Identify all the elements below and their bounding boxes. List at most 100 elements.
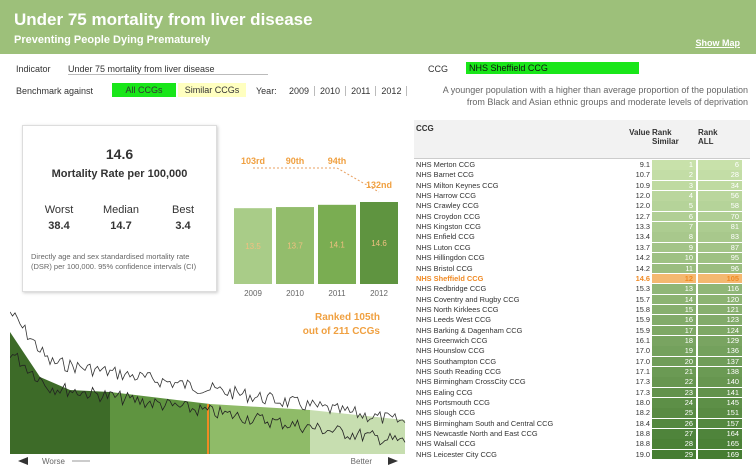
- table-row: NHS Luton CCG 13.7 9 87: [414, 242, 750, 253]
- table-cell-number: 164: [698, 429, 742, 439]
- table-cell-name: NHS Enfield CCG: [416, 232, 475, 242]
- table-cell-name: NHS Kingston CCG: [416, 222, 481, 232]
- rank-label: 103rd: [241, 156, 265, 166]
- table-row: NHS Croydon CCG 12.7 6 70: [414, 211, 750, 222]
- year-option[interactable]: 2009: [284, 86, 316, 96]
- table-cell-number: 28: [698, 170, 742, 180]
- bar: [318, 204, 356, 284]
- better-label: Better: [351, 457, 373, 466]
- year-option[interactable]: 2012: [376, 86, 408, 96]
- table-cell-number: 15.3: [635, 284, 650, 294]
- benchmark-option[interactable]: All CCGs: [112, 83, 176, 97]
- table-cell-number: 129: [698, 335, 742, 346]
- table-cell-name: NHS Ealing CCG: [416, 387, 473, 397]
- table-row: NHS South Reading CCG 17.1 21 138: [414, 367, 750, 377]
- table-cell-number: 17.1: [635, 367, 650, 376]
- table-cell-number: 7: [652, 222, 696, 232]
- noise-line: [10, 311, 406, 424]
- stat-label: Best: [171, 204, 194, 216]
- table-cell-number: 141: [698, 387, 742, 398]
- table-row: NHS Southampton CCG 17.0 20 137: [414, 356, 750, 367]
- column-header[interactable]: Rank ALL: [698, 128, 718, 146]
- table-cell-number: 15.7: [635, 294, 650, 304]
- table-cell-name: NHS Birmingham South and Central CCG: [416, 418, 554, 428]
- table-cell-number: 19.0: [635, 449, 650, 459]
- table-cell-number: 140: [698, 377, 742, 387]
- column-header[interactable]: CCG: [416, 124, 434, 133]
- table-cell-number: 11: [652, 263, 696, 274]
- table-cell-number: 12.0: [635, 191, 650, 201]
- table-row: NHS Hillingdon CCG 14.2 10 95: [414, 253, 750, 263]
- indicator-select[interactable]: Under 75 mortality from liver disease: [68, 64, 268, 75]
- table-cell-number: 10.9: [635, 180, 650, 190]
- table-cell-name: NHS Sheffield CCG: [416, 273, 484, 283]
- table-cell-number: 17.3: [635, 387, 650, 397]
- year-label: 2009: [244, 289, 262, 298]
- benchmark-label: Benchmark against: [16, 86, 94, 96]
- table-cell-name: NHS Hillingdon CCG: [416, 253, 485, 263]
- table-cell-number: 121: [698, 304, 742, 315]
- table-cell-number: 15.8: [635, 304, 650, 314]
- stat-value: 3.4: [175, 220, 191, 232]
- table-cell-number: 18.8: [635, 429, 650, 439]
- table-cell-name: NHS South Reading CCG: [416, 367, 502, 376]
- column-header[interactable]: Rank Similar: [652, 128, 679, 146]
- column-header[interactable]: Value: [629, 128, 650, 137]
- table-cell-number: 13.4: [635, 232, 650, 242]
- table-row: NHS Birmingham South and Central CCG 18.4…: [414, 418, 750, 429]
- table-cell-number: 1: [652, 160, 696, 170]
- table-row: NHS Harrow CCG 12.0 4 56: [414, 191, 750, 201]
- table-cell-name: NHS Newcastle North and East CCG: [416, 429, 538, 439]
- bar: [234, 208, 272, 284]
- table-cell-number: 138: [698, 367, 742, 377]
- ccg-select[interactable]: NHS Sheffield CCG: [466, 62, 639, 74]
- year-option[interactable]: 2011: [346, 86, 377, 96]
- table-cell-number: 22: [652, 377, 696, 387]
- table-cell-number: 15.9: [635, 325, 650, 335]
- table-row: NHS Greenwich CCG 16.1 18 129: [414, 335, 750, 346]
- table-cell-number: 16.1: [635, 335, 650, 345]
- table-row: NHS Leicester City CCG 19.0 29 169: [414, 449, 750, 460]
- benchmark-option[interactable]: Similar CCGs: [178, 83, 246, 97]
- show-map-link[interactable]: Show Map: [695, 38, 741, 48]
- bar-label: 14.6: [371, 239, 387, 248]
- stat-value: 38.4: [48, 220, 70, 232]
- table-cell-number: 56: [698, 191, 742, 201]
- table-row: NHS Leeds West CCG 15.9 16 123: [414, 315, 750, 325]
- bar: [276, 207, 314, 284]
- table-cell-number: 14.2: [635, 253, 650, 263]
- arrow: [18, 457, 28, 465]
- table-cell-number: 157: [698, 418, 742, 429]
- year-option[interactable]: 2010: [315, 86, 347, 96]
- table-row: NHS Hounslow CCG 17.0 19 136: [414, 346, 750, 356]
- table-cell-number: 169: [698, 449, 742, 460]
- summary-value: 14.6: [105, 146, 134, 162]
- table-row: NHS Milton Keynes CCG 10.9 3 34: [414, 180, 750, 191]
- table-cell-number: 13: [652, 284, 696, 294]
- noise-line: [10, 352, 406, 446]
- bar: [360, 202, 398, 284]
- table-row: NHS Kingston CCG 13.3 7 81: [414, 222, 750, 232]
- band: [210, 404, 310, 454]
- table-cell-number: 3: [652, 180, 696, 191]
- table-cell-number: 12.0: [635, 201, 650, 211]
- table-row: NHS Ealing CCG 17.3 23 141: [414, 387, 750, 398]
- table-cell-number: 28: [652, 439, 696, 450]
- table-cell-number: 145: [698, 398, 742, 408]
- table-cell-number: 12: [652, 273, 696, 284]
- table-cell-number: 105: [698, 273, 742, 284]
- table-cell-number: 87: [698, 242, 742, 253]
- table-row: NHS Bristol CCG 14.2 11 96: [414, 263, 750, 274]
- table-cell-number: 95: [698, 253, 742, 263]
- stat-label: Median: [102, 204, 140, 216]
- table-row: NHS Crawley CCG 12.0 5 58: [414, 201, 750, 211]
- table-cell-number: 25: [652, 408, 696, 418]
- table-cell-number: 12.7: [635, 211, 650, 221]
- note: Directly age and sex standardised mortal…: [31, 252, 197, 271]
- table-row: NHS Barnet CCG 10.7 2 28: [414, 170, 750, 180]
- table-cell-name: NHS Barking & Dagenham CCG: [416, 325, 523, 335]
- table-cell-number: 151: [698, 408, 742, 418]
- table-cell-number: 6: [652, 211, 696, 222]
- ccg-table: CCG Value Rank Similar Rank ALL NHS Merton C…: [414, 120, 750, 469]
